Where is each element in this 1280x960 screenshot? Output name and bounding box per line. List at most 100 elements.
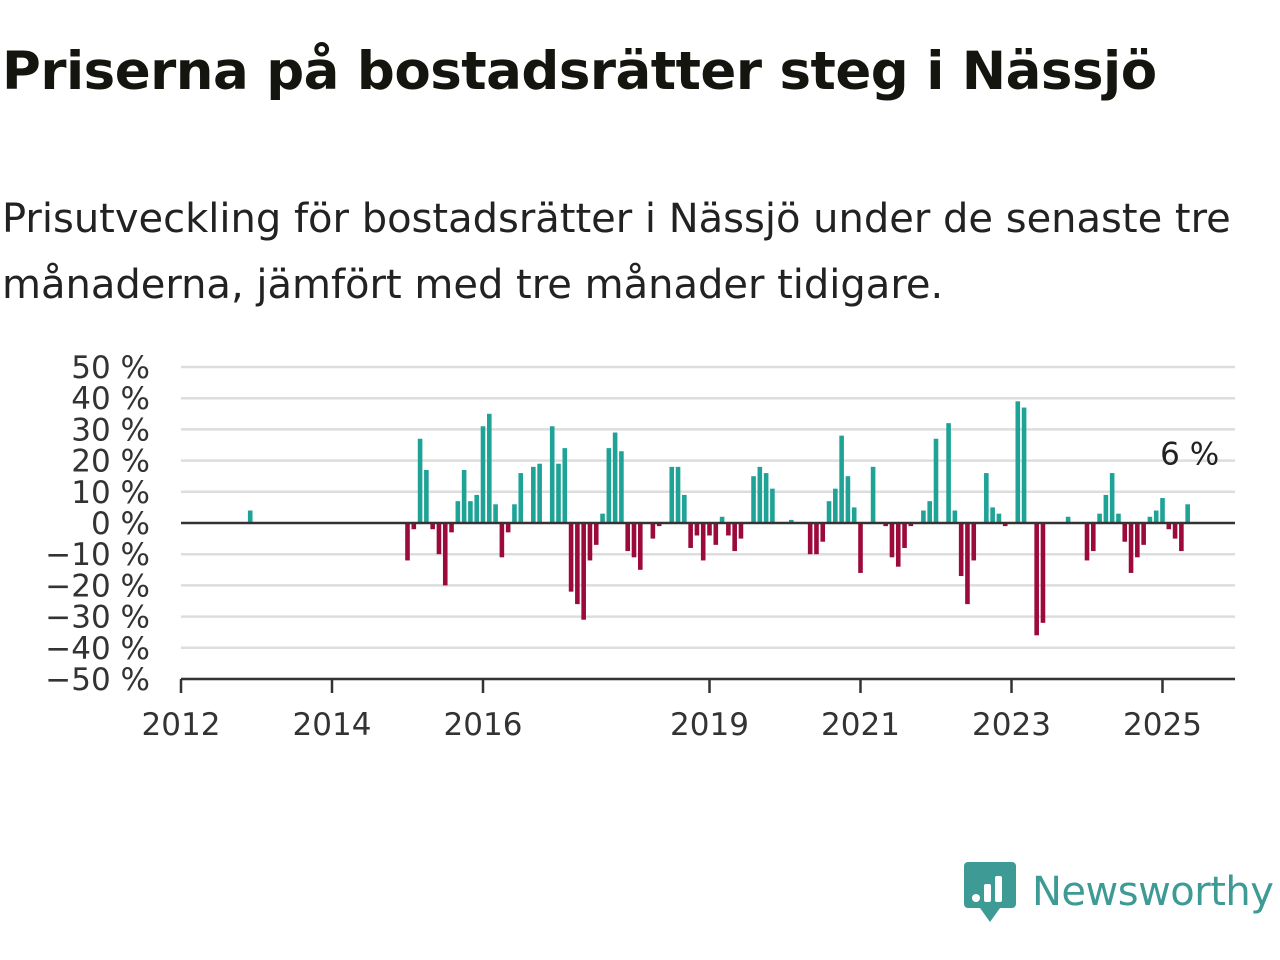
bar-negative [820, 523, 826, 542]
bar-positive [682, 494, 687, 523]
bar-positive [486, 413, 492, 523]
bar-negative [971, 523, 977, 561]
bar-negative [499, 523, 505, 558]
y-tick-label: 20 % [71, 444, 150, 480]
bar-negative [807, 523, 813, 555]
x-tick-label: 2023 [972, 707, 1051, 743]
bar-positive [719, 516, 725, 523]
y-tick-label: 30 % [71, 412, 150, 448]
bar-positive [669, 466, 675, 523]
chart-subtitle: Prisutveckling för bostadsrätter i Nässj… [2, 196, 1231, 308]
bar-negative [650, 523, 656, 539]
bar-positive [946, 423, 951, 523]
chart-bars [247, 401, 1190, 636]
bar-positive [1109, 473, 1115, 523]
y-tick-label: 10 % [71, 475, 150, 511]
bar-negative [688, 523, 693, 548]
bar-positive [1116, 513, 1121, 523]
bar-negative [883, 523, 888, 527]
bar-positive [1065, 516, 1071, 523]
bar-negative [732, 523, 737, 552]
bar-positive [612, 432, 618, 523]
x-tick-label: 2021 [821, 707, 900, 743]
bar-negative [442, 523, 448, 586]
bar-positive [480, 426, 486, 523]
x-tick-label: 2012 [142, 707, 221, 743]
bar-negative [405, 523, 410, 561]
bar-positive [839, 435, 844, 523]
bar-positive [990, 507, 995, 523]
bar-positive [826, 501, 832, 523]
bar-negative [1090, 523, 1096, 552]
bar-positive [1015, 401, 1021, 523]
brand-name: Newsworthy [1032, 869, 1274, 915]
bar-positive [770, 488, 775, 523]
bar-negative [1172, 523, 1178, 539]
bar-positive [952, 510, 958, 523]
y-tick-label: −40 % [45, 631, 150, 667]
bar-negative [700, 523, 706, 561]
bar-negative [1128, 523, 1134, 573]
bar-negative [1122, 523, 1128, 542]
bar-positive [1097, 513, 1102, 523]
bar-positive [845, 476, 851, 523]
bar-negative [568, 523, 574, 592]
bar-positive [562, 448, 568, 523]
bar-positive [531, 466, 536, 523]
bar-positive [751, 476, 756, 523]
bar-negative [707, 523, 712, 536]
bar-positive [851, 507, 857, 523]
bar-negative [895, 523, 901, 567]
bar-positive [984, 473, 989, 523]
bar-negative [449, 523, 454, 533]
bar-negative [738, 523, 744, 539]
bar-positive [1103, 494, 1109, 523]
bar-positive [788, 519, 794, 523]
y-tick-label: 40 % [71, 381, 150, 417]
bar-positive [619, 451, 624, 523]
bar-chart: 50 %40 %30 %20 %10 %0 %−10 %−20 %−30 %−4… [45, 350, 1235, 743]
bar-negative [1002, 523, 1008, 527]
bar-positive [1185, 504, 1190, 523]
y-tick-label: −10 % [45, 537, 150, 573]
bar-positive [556, 463, 561, 523]
bar-negative [436, 523, 442, 555]
newsworthy-logo-icon [964, 862, 1016, 922]
bar-positive [461, 469, 467, 523]
x-tick-label: 2016 [444, 707, 523, 743]
y-tick-label: −50 % [45, 662, 150, 698]
bar-negative [858, 523, 863, 573]
last-value-annotation: 6 % [1160, 436, 1219, 472]
bar-positive [1021, 407, 1027, 523]
bar-positive [757, 466, 763, 523]
y-tick-label: −20 % [45, 568, 150, 604]
brand-logo: Newsworthy [964, 862, 1274, 922]
bar-positive [1153, 510, 1159, 523]
bar-negative [889, 523, 895, 558]
bar-positive [921, 510, 926, 523]
y-tick-label: 50 % [71, 350, 150, 386]
bar-negative [726, 523, 731, 536]
bar-negative [1034, 523, 1039, 636]
bar-negative [631, 523, 637, 558]
bar-negative [713, 523, 719, 545]
x-tick-label: 2014 [293, 707, 372, 743]
x-tick-label: 2025 [1123, 707, 1202, 743]
bar-negative [694, 523, 700, 536]
bar-negative [625, 523, 631, 552]
bar-positive [763, 473, 769, 523]
bar-positive [600, 513, 605, 523]
bar-positive [996, 513, 1002, 523]
bar-positive [512, 504, 517, 523]
y-axis-tick-labels: 50 %40 %30 %20 %10 %0 %−10 %−20 %−30 %−4… [45, 350, 150, 698]
bar-positive [493, 504, 498, 523]
bar-negative [1040, 523, 1046, 623]
bar-positive [833, 488, 838, 523]
chart-title: Priserna på bostadsrätter steg i Nässjö [2, 41, 1157, 102]
x-axis-tick-labels: 2012 2014 2016 2019 2021 2023 2025 [142, 707, 1202, 743]
bar-positive [518, 473, 524, 523]
bar-negative [1179, 523, 1184, 552]
bar-positive [606, 448, 612, 523]
bar-negative [814, 523, 819, 555]
bar-negative [575, 523, 580, 605]
